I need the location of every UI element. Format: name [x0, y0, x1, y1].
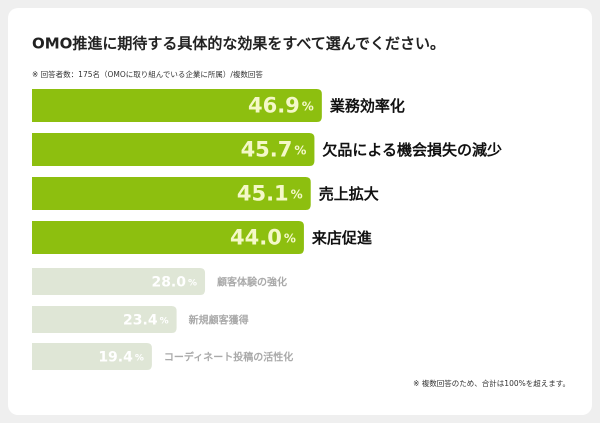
value-label: 45.1%	[237, 182, 303, 206]
value-label: 23.4%	[123, 313, 169, 329]
value-label: 19.4%	[98, 350, 144, 366]
category-label: 新規顧客獲得	[189, 314, 249, 327]
bar	[32, 306, 177, 333]
category-label: 業務効率化	[329, 97, 405, 115]
chart-title: OMO推進に期待する具体的な効果をすべて選んでください。	[32, 35, 445, 53]
category-label: 顧客体験の強化	[217, 276, 287, 289]
value-label: 45.7%	[241, 138, 307, 162]
bar	[32, 133, 315, 166]
category-label: 来店促進	[311, 229, 373, 247]
chart-subtitle: ※ 回答者数：175名（OMOに取り組んでいる企業に所属）/複数回答	[32, 69, 263, 79]
category-label: 売上拡大	[319, 185, 379, 203]
category-label: 欠品による機会損失の減少	[322, 141, 502, 159]
bar	[32, 221, 304, 254]
value-label: 44.0%	[230, 226, 296, 250]
footnote: ※ 複数回答のため、合計は100%を超えます。	[413, 378, 570, 388]
value-label: 46.9%	[248, 94, 314, 118]
value-label: 28.0%	[151, 275, 197, 291]
bar	[32, 268, 206, 295]
bar	[32, 343, 152, 370]
bar	[32, 177, 311, 210]
bar	[32, 89, 322, 122]
category-label: コーディネート投稿の活性化	[164, 351, 293, 364]
